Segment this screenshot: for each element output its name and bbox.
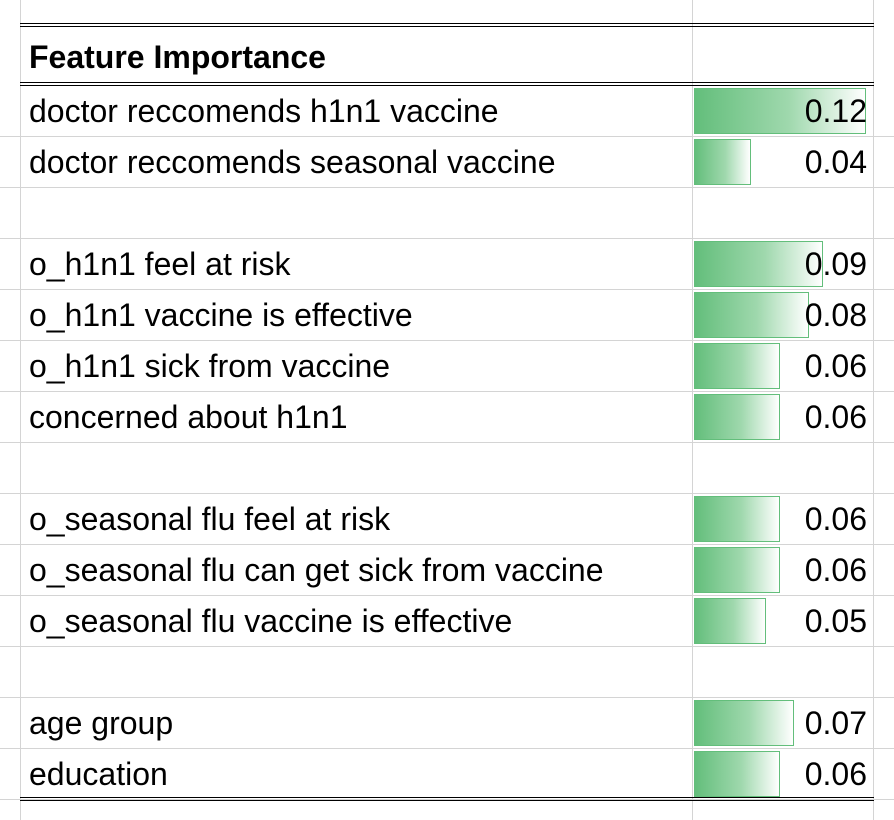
feature-label-cell[interactable]: age group bbox=[29, 705, 174, 741]
importance-value-cell[interactable]: 0.06 bbox=[804, 756, 867, 792]
header-top-border bbox=[20, 23, 874, 27]
table-row[interactable]: age group 0.07 bbox=[0, 698, 894, 749]
data-bar bbox=[694, 751, 780, 797]
importance-value-cell[interactable]: 0.06 bbox=[804, 552, 867, 588]
importance-value-cell[interactable]: 0.05 bbox=[804, 603, 867, 639]
empty-row[interactable] bbox=[0, 188, 894, 239]
column-gridline bbox=[20, 0, 21, 820]
feature-label-cell[interactable]: o_seasonal flu can get sick from vaccine bbox=[29, 552, 604, 588]
table-bottom-border bbox=[20, 797, 874, 801]
table-row[interactable]: o_seasonal flu can get sick from vaccine… bbox=[0, 545, 894, 596]
importance-value-cell[interactable]: 0.09 bbox=[804, 246, 867, 282]
data-bar bbox=[694, 547, 780, 593]
header-row[interactable]: Feature Importance bbox=[0, 30, 894, 82]
data-bar bbox=[694, 394, 780, 440]
feature-label-cell[interactable]: o_h1n1 sick from vaccine bbox=[29, 348, 391, 384]
table-row[interactable]: o_seasonal flu feel at risk 0.06 bbox=[0, 494, 894, 545]
table-row[interactable]: concerned about h1n1 0.06 bbox=[0, 392, 894, 443]
importance-value-cell[interactable]: 0.12 bbox=[804, 93, 867, 129]
importance-value-cell[interactable]: 0.08 bbox=[804, 297, 867, 333]
data-bar bbox=[694, 598, 766, 644]
data-bar bbox=[694, 343, 780, 389]
table-row[interactable]: education 0.06 bbox=[0, 749, 894, 800]
data-bar bbox=[694, 292, 809, 338]
column-gridline bbox=[692, 0, 693, 820]
header-cell[interactable]: Feature Importance bbox=[29, 39, 326, 75]
data-bar bbox=[694, 241, 823, 287]
feature-label-cell[interactable]: concerned about h1n1 bbox=[29, 399, 348, 435]
header-bottom-border bbox=[20, 82, 874, 86]
feature-label-cell[interactable]: o_seasonal flu vaccine is effective bbox=[29, 603, 513, 639]
feature-label-cell[interactable]: doctor reccomends seasonal vaccine bbox=[29, 144, 556, 180]
feature-label-cell[interactable]: o_h1n1 feel at risk bbox=[29, 246, 291, 282]
table-row[interactable]: doctor reccomends seasonal vaccine 0.04 bbox=[0, 137, 894, 188]
empty-row[interactable] bbox=[0, 443, 894, 494]
table-row[interactable]: o_h1n1 feel at risk 0.09 bbox=[0, 239, 894, 290]
data-bar bbox=[694, 496, 780, 542]
data-bar bbox=[694, 88, 866, 134]
feature-label-cell[interactable]: doctor reccomends h1n1 vaccine bbox=[29, 93, 499, 129]
table-row[interactable]: o_h1n1 sick from vaccine 0.06 bbox=[0, 341, 894, 392]
table-row[interactable]: doctor reccomends h1n1 vaccine 0.12 bbox=[0, 86, 894, 137]
feature-label-cell[interactable]: education bbox=[29, 756, 168, 792]
feature-label-cell[interactable]: o_h1n1 vaccine is effective bbox=[29, 297, 413, 333]
column-gridline bbox=[873, 0, 874, 820]
table-row[interactable]: o_seasonal flu vaccine is effective 0.05 bbox=[0, 596, 894, 647]
importance-value-cell[interactable]: 0.07 bbox=[804, 705, 867, 741]
data-bar bbox=[694, 700, 794, 746]
data-bar bbox=[694, 139, 751, 185]
importance-value-cell[interactable]: 0.06 bbox=[804, 501, 867, 537]
importance-value-cell[interactable]: 0.04 bbox=[804, 144, 867, 180]
feature-label-cell[interactable]: o_seasonal flu feel at risk bbox=[29, 501, 391, 537]
table-row[interactable]: o_h1n1 vaccine is effective 0.08 bbox=[0, 290, 894, 341]
empty-row[interactable] bbox=[0, 647, 894, 698]
importance-value-cell[interactable]: 0.06 bbox=[804, 399, 867, 435]
importance-value-cell[interactable]: 0.06 bbox=[804, 348, 867, 384]
